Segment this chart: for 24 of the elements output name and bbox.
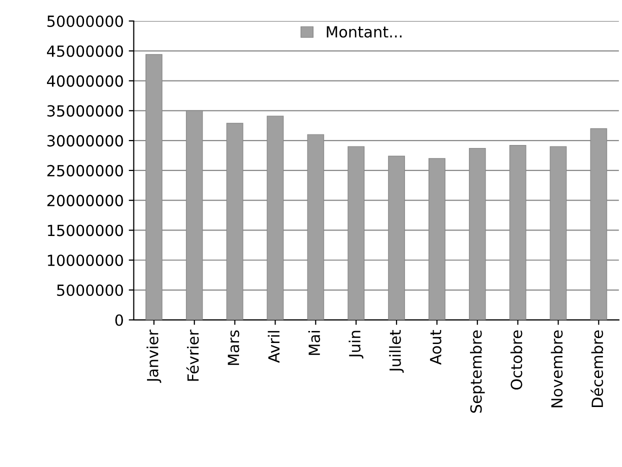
x-tick-label: Mai [308,331,320,355]
x-tick-label: Avril [268,331,280,363]
y-tick-label: 5000000 [57,284,123,296]
y-tick-label: 50000000 [47,15,123,28]
x-tick-label: Juin [348,330,364,359]
y-tick-label: 15000000 [48,224,123,236]
x-tick-label: Juillet [389,330,404,373]
y-tick-label: 35000000 [47,105,123,117]
x-tick-label: Mars [228,330,240,365]
x-tick-label: Février [186,330,199,381]
y-tick-label: 30000000 [47,135,123,147]
x-tick-label: Octobre [510,330,522,390]
y-tick-label: 0 [115,314,123,326]
y-tick-label: 25000000 [47,164,123,176]
x-tick-label: Septembre [470,330,485,413]
y-tick-label: 40000000 [46,75,123,87]
y-tick-label: 20000000 [47,194,123,206]
x-tick-label: Janvier [146,330,162,383]
y-tick-label: 45000000 [46,45,123,57]
x-tick-label: Novembre [550,330,563,408]
y-tick-label: 10000000 [48,254,123,266]
x-tick-label: Aout [430,330,442,365]
x-tick-label: Décembre [590,330,604,407]
legend-label: Montant... [326,26,402,38]
